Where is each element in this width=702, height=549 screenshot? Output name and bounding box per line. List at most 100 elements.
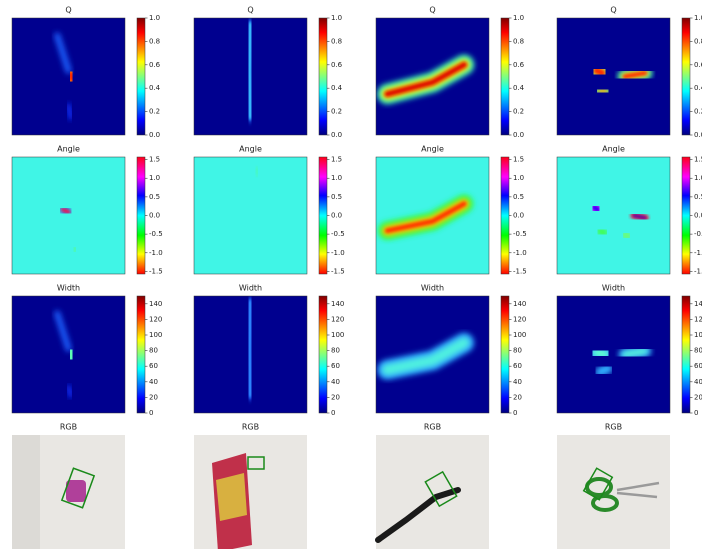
panel-title: Width <box>421 284 444 293</box>
panel-title: Q <box>65 6 71 15</box>
colorbar-tick-label: 60 <box>331 362 340 370</box>
panel-title: Q <box>610 6 616 15</box>
colorbar-tick-label: 0.4 <box>149 84 161 92</box>
panel-title: RGB <box>605 423 622 432</box>
colorbar-tick-label: 40 <box>513 378 522 386</box>
colorbar-tick-label: 0.4 <box>513 84 525 92</box>
colorbar-tick-label: 20 <box>149 393 158 401</box>
colorbar-tick-label: 140 <box>694 300 702 308</box>
colorbar-tick-label: 1.0 <box>331 14 342 22</box>
colorbar <box>501 157 509 274</box>
colorbar-tick-label: -1.0 <box>513 249 527 257</box>
panel: Width020406080100120140 <box>376 284 526 418</box>
colorbar-tick-label: 0.2 <box>694 108 702 116</box>
object-face <box>216 473 247 521</box>
panel: Q 0.0 0.2 0.4 0.6 0.8 1.0 <box>12 6 161 140</box>
panel: RGB <box>12 423 125 549</box>
colorbar-tick-label: 0.8 <box>331 37 342 45</box>
colorbar <box>682 157 690 274</box>
colorbar-tick-label: 0.5 <box>694 193 702 201</box>
colorbar-tick-label: -1.0 <box>149 249 163 257</box>
colorbar-tick-label: 20 <box>513 393 522 401</box>
colorbar <box>501 18 509 135</box>
panel: Angle-1.5-1.0-0.50.00.51.01.5 <box>12 145 163 276</box>
colorbar-tick-label: 60 <box>694 362 702 370</box>
colorbar-tick-label: 0.8 <box>149 37 160 45</box>
colorbar-tick-label: 60 <box>513 362 522 370</box>
heat-blob <box>256 169 257 175</box>
colorbar-tick-label: 0.0 <box>331 212 342 220</box>
colorbar-tick-label: 0.2 <box>149 108 160 116</box>
panel-title: Q <box>429 6 435 15</box>
panel-title: Width <box>57 284 80 293</box>
colorbar-tick-label: -1.0 <box>694 249 702 257</box>
panel: Q0.00.20.40.60.81.0 <box>194 6 343 140</box>
colorbar-tick-label: 100 <box>694 331 702 339</box>
heat-blob <box>69 387 71 395</box>
colorbar-tick-label: 0.4 <box>331 84 343 92</box>
colorbar-tick-label: 0.5 <box>149 193 160 201</box>
colorbar-tick-label: 40 <box>331 378 340 386</box>
colorbar-tick-label: 120 <box>149 315 162 323</box>
panel: Angle-1.5-1.0-0.50.00.51.01.5 <box>376 145 527 276</box>
colorbar-tick-label: 0.0 <box>694 131 702 139</box>
heatmap-bg <box>557 18 670 135</box>
heat-blob <box>597 71 603 73</box>
colorbar-tick-label: 80 <box>331 347 340 355</box>
colorbar-tick-label: 120 <box>694 315 702 323</box>
colorbar-tick-label: 20 <box>331 393 340 401</box>
colorbar-tick-label: 0.6 <box>149 61 161 69</box>
colorbar <box>682 18 690 135</box>
colorbar-tick-label: 140 <box>513 300 526 308</box>
colorbar-tick-label: -1.5 <box>694 267 702 275</box>
colorbar-tick-label: 1.0 <box>513 174 524 182</box>
heat-blob <box>600 91 606 92</box>
colorbar <box>137 296 145 413</box>
colorbar-tick-label: 1.0 <box>149 14 160 22</box>
colorbar <box>319 18 327 135</box>
panel-title: Angle <box>239 145 262 154</box>
colorbar-tick-label: 140 <box>331 300 344 308</box>
panel: RGB <box>194 423 307 549</box>
colorbar-tick-label: -1.0 <box>331 249 345 257</box>
heatmap-bg <box>194 157 307 274</box>
colorbar-tick-label: 1.5 <box>149 156 160 164</box>
heatmap-bg <box>557 296 670 413</box>
colorbar-tick-label: 80 <box>694 347 702 355</box>
colorbar-tick-label: 1.0 <box>694 174 702 182</box>
colorbar-tick-label: 80 <box>513 347 522 355</box>
colorbar-tick-label: -0.5 <box>513 230 527 238</box>
panel: Width020406080100120140 <box>12 284 162 418</box>
colorbar-tick-label: 1.0 <box>513 14 524 22</box>
colorbar-tick-label: 1.5 <box>331 156 342 164</box>
heatmap-bg <box>557 157 670 274</box>
heat-blob <box>69 106 71 118</box>
colorbar-tick-label: -1.5 <box>149 267 163 275</box>
colorbar-tick-label: 0 <box>513 409 517 417</box>
panel: RGB <box>376 423 489 549</box>
panel-title: Width <box>602 284 625 293</box>
object <box>66 480 86 502</box>
colorbar-tick-label: 1.5 <box>694 156 702 164</box>
colorbar-tick-label: 60 <box>149 362 158 370</box>
panel: Angle-1.5-1.0-0.50.00.51.01.5 <box>557 145 702 276</box>
photo-bg <box>557 435 670 549</box>
colorbar-tick-label: 0.0 <box>149 131 160 139</box>
figure: Q0.00.20.40.60.81.0Q0.00.20.40.60.81.0Q0… <box>0 0 702 549</box>
colorbar <box>137 157 145 274</box>
colorbar-tick-label: 120 <box>331 315 344 323</box>
colorbar-tick-label: 0.5 <box>513 193 524 201</box>
colorbar-tick-label: 0 <box>694 409 698 417</box>
colorbar-tick-label: 0.8 <box>694 37 702 45</box>
heat-blob <box>63 210 69 212</box>
panel-title: Angle <box>421 145 444 154</box>
colorbar-tick-label: 0.0 <box>513 131 524 139</box>
colorbar-tick-label: 100 <box>149 331 162 339</box>
heatmap-bg <box>12 157 125 274</box>
panel-title: Width <box>239 284 262 293</box>
panel: Q0.00.20.40.60.81.0 <box>376 6 525 140</box>
colorbar-tick-label: 1.0 <box>331 174 342 182</box>
colorbar-tick-label: 40 <box>694 378 702 386</box>
colorbar-tick-label: 140 <box>149 300 162 308</box>
colorbar <box>682 296 690 413</box>
